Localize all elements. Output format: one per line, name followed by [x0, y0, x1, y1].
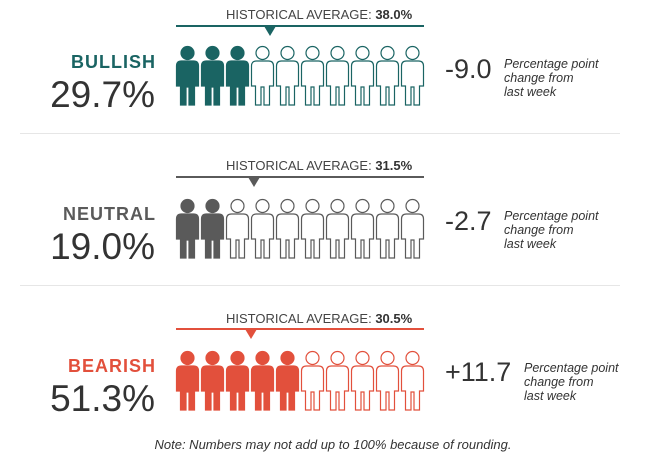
sentiment-percent: 29.7%	[50, 74, 155, 115]
person-icon-filled	[200, 198, 225, 259]
person-icon-outline	[350, 198, 375, 259]
weekly-change-note: Percentage point change from last week	[504, 57, 599, 99]
person-icon-row	[175, 198, 425, 259]
person-icon-outline	[325, 45, 350, 106]
person-icon-filled	[225, 45, 250, 106]
weekly-change-note: Percentage point change from last week	[504, 209, 599, 251]
person-icon-outline	[325, 350, 350, 411]
neutral-panel: HISTORICAL AVERAGE: 31.5% NEUTRAL 19.0% …	[0, 152, 666, 292]
person-icon-outline	[350, 350, 375, 411]
person-icon-filled	[225, 350, 250, 411]
person-icon-outline	[300, 45, 325, 106]
weekly-change-value: +11.7	[445, 357, 512, 387]
historical-average-value: 31.5%	[375, 158, 413, 173]
person-icon-filled	[200, 45, 225, 106]
footnote: Note: Numbers may not add up to 100% bec…	[154, 437, 512, 452]
person-icon-outline	[350, 45, 375, 106]
historical-average-line	[176, 176, 424, 178]
person-icon-outline	[400, 198, 425, 259]
person-icon-outline	[375, 350, 400, 411]
panel-divider	[20, 133, 620, 134]
historical-average-line	[176, 328, 424, 330]
sentiment-label: BEARISH	[67, 356, 156, 376]
person-icon-filled	[200, 350, 225, 411]
bullish-panel: HISTORICAL AVERAGE: 38.0% BULLISH 29.7% …	[0, 0, 666, 140]
historical-average-marker	[264, 26, 276, 36]
sentiment-label: BULLISH	[71, 52, 156, 72]
weekly-change-value: -9.0	[445, 54, 492, 84]
person-icon-outline	[250, 45, 275, 106]
sentiment-percent: 19.0%	[50, 226, 155, 267]
person-icon-outline	[325, 198, 350, 259]
person-icon-filled	[175, 198, 200, 259]
historical-average-label: HISTORICAL AVERAGE: 30.5%	[226, 311, 413, 326]
person-icon-filled	[250, 350, 275, 411]
person-icon-filled	[175, 45, 200, 106]
person-icon-outline	[275, 45, 300, 106]
person-icon-outline	[300, 350, 325, 411]
person-icon-filled	[275, 350, 300, 411]
historical-average-value: 38.0%	[375, 7, 413, 22]
historical-average-label: HISTORICAL AVERAGE: 38.0%	[226, 7, 413, 22]
person-icon-outline	[375, 198, 400, 259]
sentiment-label: NEUTRAL	[63, 204, 156, 224]
person-icon-outline	[400, 45, 425, 106]
person-icon-outline	[300, 198, 325, 259]
person-icon-outline	[400, 350, 425, 411]
historical-average-marker	[247, 177, 260, 187]
panel-divider	[20, 285, 620, 286]
historical-average-value: 30.5%	[375, 311, 413, 326]
bearish-panel: HISTORICAL AVERAGE: 30.5% BEARISH 51.3% …	[0, 304, 666, 434]
historical-average-marker	[245, 329, 258, 339]
weekly-change-note: Percentage point change from last week	[524, 361, 619, 403]
historical-average-label: HISTORICAL AVERAGE: 31.5%	[226, 158, 413, 173]
historical-average-line	[176, 25, 424, 27]
person-icon-row	[175, 350, 425, 411]
person-icon-outline	[375, 45, 400, 106]
person-icon-outline	[225, 198, 250, 259]
sentiment-percent: 51.3%	[50, 378, 155, 419]
person-icon-row	[175, 45, 425, 106]
person-icon-outline	[275, 198, 300, 259]
weekly-change-value: -2.7	[445, 206, 492, 236]
person-icon-filled	[175, 350, 200, 411]
person-icon-outline	[250, 198, 275, 259]
